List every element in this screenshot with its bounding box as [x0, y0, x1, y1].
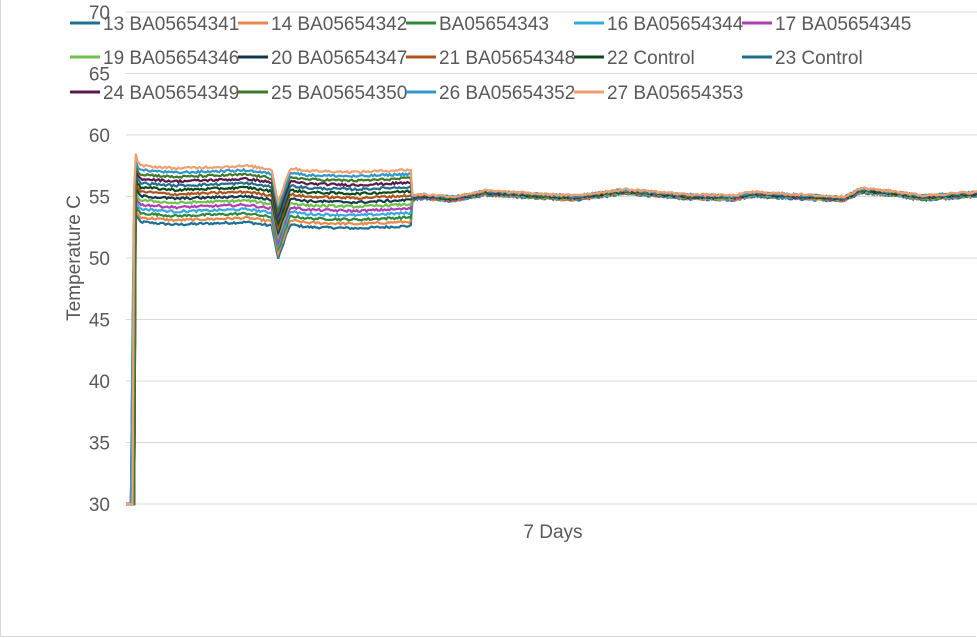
- y-tick-label: 35: [89, 434, 110, 455]
- legend-label: 20 BA05654347: [271, 48, 407, 69]
- series-line-4: [126, 189, 977, 506]
- series-line-11: [126, 166, 977, 506]
- legend-label: 16 BA05654344: [607, 14, 744, 35]
- legend-label: 26 BA05654352: [439, 83, 575, 104]
- series-line-8: [126, 180, 977, 506]
- legend-label: 19 BA05654346: [103, 48, 239, 69]
- y-axis-title: Temperature C: [64, 195, 85, 321]
- y-tick-label: 50: [89, 249, 110, 270]
- series-line-6: [126, 189, 977, 506]
- series-line-5: [126, 189, 977, 506]
- y-tick-label: 70: [89, 3, 110, 24]
- series-line-9: [126, 176, 977, 506]
- legend-label: 24 BA05654349: [103, 83, 239, 104]
- legend-label: 22 Control: [607, 48, 695, 69]
- y-tick-label: 45: [89, 311, 110, 332]
- legend: 13 BA05654341 14 BA05654342 BA05654343 16 B…: [70, 14, 911, 104]
- legend-label: 27 BA05654353: [607, 83, 743, 104]
- legend-label: 21 BA05654348: [439, 48, 575, 69]
- y-tick-label: 60: [89, 126, 110, 147]
- x-axis-title: 7 Days: [523, 522, 582, 543]
- legend-label: 17 BA05654345: [775, 14, 911, 35]
- legend-label: 13 BA05654341: [103, 14, 239, 35]
- y-tick-label: 30: [89, 495, 110, 516]
- series-line-14: [126, 153, 977, 506]
- y-axis-ticks: 30 35 40 45 50 55 60 65 70: [89, 3, 110, 516]
- series-line-7: [126, 184, 977, 506]
- series-line-10: [126, 170, 977, 506]
- legend-label: 25 BA05654350: [271, 83, 407, 104]
- y-tick-label: 55: [89, 188, 110, 209]
- legend-label: 14 BA05654342: [271, 14, 407, 35]
- series-lines: [126, 153, 977, 506]
- y-tick-label: 40: [89, 372, 110, 393]
- series-line-2: [126, 190, 977, 506]
- series-line-3: [126, 190, 977, 506]
- legend-label: 23 Control: [775, 48, 863, 69]
- y-tick-label: 65: [89, 65, 110, 86]
- series-line-1: [126, 190, 977, 506]
- series-line-13: [126, 159, 977, 506]
- legend-label: BA05654343: [439, 14, 549, 35]
